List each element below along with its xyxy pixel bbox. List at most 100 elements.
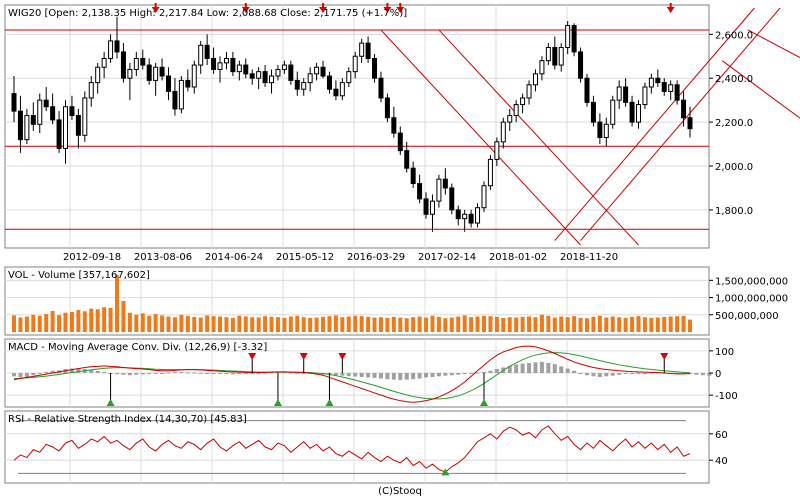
- volume-y-tick-label: 500,000,000: [715, 311, 779, 322]
- candle-body: [159, 66, 165, 77]
- volume-bar: [572, 316, 577, 332]
- macd-histogram-bar: [617, 373, 622, 375]
- volume-bar: [391, 316, 396, 332]
- volume-y-axis: 1,500,000,000 1,000,000,000 500,000,000: [709, 276, 788, 322]
- volume-bar: [134, 314, 139, 332]
- volume-bar: [688, 319, 692, 332]
- macd-histogram-bar: [494, 369, 499, 373]
- candle-body: [211, 57, 217, 70]
- candle-body: [436, 178, 442, 202]
- volume-bar: [617, 317, 622, 332]
- volume-bar: [269, 316, 274, 332]
- volume-bar: [256, 317, 261, 332]
- candle-body: [301, 82, 307, 90]
- volume-bar: [179, 314, 184, 332]
- macd-histogram-bar: [185, 372, 190, 374]
- macd-line: [13, 345, 691, 403]
- sell-arrow-marker: [383, 3, 392, 13]
- candle-body: [391, 117, 397, 134]
- volume-bar: [321, 316, 326, 332]
- macd-histogram-bar: [295, 372, 300, 374]
- macd-histogram-bar: [417, 373, 422, 379]
- macd-histogram-bar: [333, 373, 338, 376]
- volume-bar: [340, 317, 345, 332]
- macd-buy-marker: [106, 399, 115, 406]
- macd-sell-marker: [660, 353, 669, 360]
- sell-arrow-marker: [319, 3, 328, 13]
- candle-body: [610, 99, 616, 125]
- volume-bar: [230, 317, 235, 332]
- main-x-tick-label: 2014-06-24: [205, 252, 263, 263]
- volume-bar: [681, 315, 686, 332]
- candle-body: [352, 55, 358, 73]
- volume-bar: [443, 318, 448, 332]
- trend-line: [438, 29, 639, 246]
- macd-histogram-bar: [591, 373, 596, 377]
- volume-bar: [250, 317, 255, 332]
- macd-histogram-bar: [230, 373, 235, 375]
- volume-bar: [436, 316, 441, 332]
- volume-bar: [430, 315, 435, 332]
- candle-body: [507, 115, 513, 123]
- volume-bar: [314, 317, 319, 332]
- rsi-y-tick-label: 40: [715, 456, 728, 467]
- macd-histogram-bar: [488, 370, 493, 373]
- volume-bar: [372, 317, 377, 332]
- candle-body: [17, 110, 23, 141]
- candle-body: [417, 183, 423, 200]
- volume-bar: [604, 317, 609, 332]
- volume-bar: [282, 317, 287, 332]
- macd-buy-marker: [325, 399, 334, 406]
- candle-body: [256, 71, 262, 79]
- volume-bar: [205, 315, 210, 332]
- sell-arrow-marker: [151, 3, 160, 13]
- volume-bar: [359, 316, 364, 332]
- volume-bar: [353, 315, 358, 332]
- candle-body: [140, 57, 146, 66]
- macd-histogram-bar: [539, 361, 544, 373]
- candle-body: [455, 209, 461, 220]
- candle-body: [326, 75, 332, 90]
- rsi-signal-markers: [441, 468, 450, 476]
- candle-body: [198, 44, 204, 66]
- macd-y-axis: 100 0 -100: [709, 347, 738, 402]
- candle-body: [120, 51, 126, 79]
- candles: [11, 16, 693, 232]
- macd-histogram-bar: [218, 373, 223, 374]
- volume-bar: [417, 316, 422, 332]
- candle-body: [172, 90, 178, 110]
- main-y-tick-label: 1,800.0: [715, 206, 753, 217]
- macd-histogram-bar: [597, 373, 602, 377]
- volume-bar: [198, 317, 203, 332]
- rsi-y-tick-label: 60: [715, 430, 728, 441]
- macd-histogram-bar: [481, 371, 486, 373]
- candle-body: [262, 71, 268, 84]
- volume-bar: [69, 312, 74, 332]
- volume-bar: [559, 316, 564, 332]
- macd-histogram-bar: [263, 372, 268, 374]
- main-x-tick-label: 2017-02-14: [418, 252, 476, 263]
- support-resistance-lines: [5, 29, 709, 230]
- macd-histogram-bar: [211, 373, 216, 374]
- volume-bar: [366, 316, 371, 332]
- main-y-tick-label: 2,600.0: [715, 30, 753, 41]
- macd-histogram-bar: [527, 363, 532, 373]
- macd-histogram-bar: [89, 369, 94, 373]
- macd-histogram-bar: [507, 365, 512, 373]
- candle-body: [494, 141, 500, 160]
- rsi-panel: RSI - Relative Strength Index (14,30,70)…: [4, 410, 728, 484]
- candle-body: [333, 88, 339, 97]
- main-x-tick-label: 2013-08-06: [134, 252, 192, 263]
- volume-bar: [514, 317, 519, 332]
- candle-body: [294, 79, 300, 90]
- candle-body: [449, 187, 455, 211]
- candle-body: [597, 121, 603, 138]
- macd-histogram-bar: [76, 368, 81, 373]
- candle-body: [475, 207, 481, 224]
- macd-histogram-bar: [31, 373, 36, 376]
- trend-lines: [380, 7, 800, 246]
- volume-y-tick-label: 1,500,000,000: [715, 276, 788, 287]
- volume-bar: [44, 314, 49, 332]
- main-x-tick-label: 2018-01-02: [489, 252, 547, 263]
- volume-bar: [552, 317, 557, 332]
